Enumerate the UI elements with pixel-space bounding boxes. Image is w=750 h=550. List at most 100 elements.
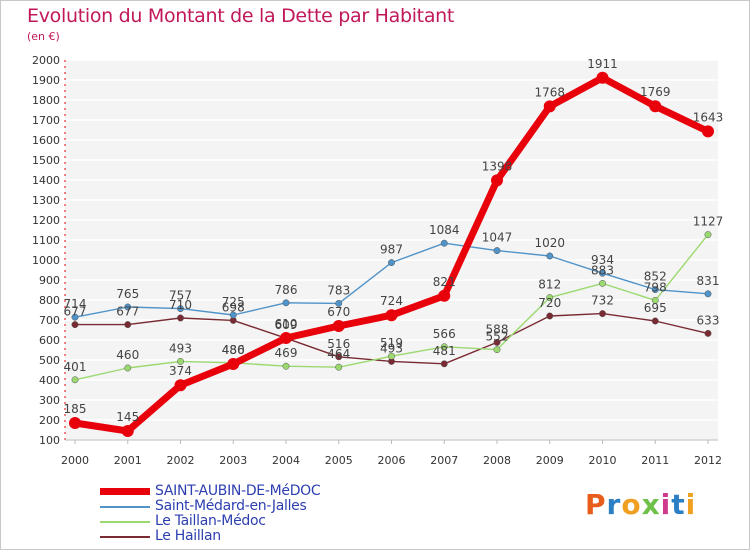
data-point-saint-aubin — [332, 320, 345, 332]
x-tick-label: 2001 — [114, 454, 142, 467]
y-tick-label: 1600 — [32, 134, 60, 147]
data-label-saint-medard: 783 — [327, 283, 350, 297]
data-label-le-taillan: 469 — [275, 346, 298, 360]
data-point-saint-aubin — [596, 71, 609, 84]
data-label-le-taillan: 883 — [591, 263, 614, 277]
data-label-saint-medard: 852 — [644, 270, 667, 284]
y-tick-label: 1400 — [32, 174, 60, 187]
y-tick-label: 400 — [39, 374, 60, 387]
data-point-saint-medard — [177, 305, 184, 313]
y-tick-label: 1500 — [32, 154, 60, 167]
data-point-le-taillan — [71, 376, 79, 384]
data-label-le-taillan: 519 — [380, 336, 403, 350]
logo-letter: x — [641, 488, 661, 521]
x-tick-label: 2004 — [272, 454, 300, 467]
data-point-saint-aubin — [543, 100, 556, 113]
data-label-saint-aubin: 185 — [64, 402, 87, 416]
proxiti-logo: Proxiti — [585, 488, 696, 521]
data-point-saint-aubin — [69, 417, 81, 429]
data-label-saint-aubin: 1911 — [587, 57, 618, 71]
data-label-le-haillan: 633 — [697, 313, 720, 327]
data-point-saint-medard — [282, 299, 290, 307]
chart-legend: SAINT-AUBIN-DE-MéDOC Saint-Médard-en-Jal… — [100, 484, 400, 544]
data-label-saint-aubin: 821 — [433, 275, 456, 289]
data-point-saint-medard — [493, 247, 501, 255]
data-label-le-taillan: 552 — [486, 330, 509, 344]
y-tick-label: 200 — [39, 414, 60, 427]
y-tick-label: 1800 — [32, 94, 60, 107]
data-point-le-taillan — [704, 231, 712, 239]
data-label-saint-aubin: 480 — [222, 343, 245, 357]
data-label-le-taillan: 460 — [116, 348, 139, 362]
data-label-saint-medard: 786 — [275, 283, 298, 297]
data-label-le-haillan: 720 — [538, 296, 561, 310]
y-tick-label: 900 — [39, 274, 60, 287]
data-label-saint-aubin: 670 — [327, 305, 350, 319]
data-label-saint-aubin: 1398 — [482, 159, 513, 173]
data-label-le-haillan: 609 — [275, 318, 298, 332]
data-label-le-haillan: 695 — [644, 301, 667, 315]
y-tick-label: 1900 — [32, 74, 60, 87]
legend-label-saint-medard: Saint-Médard-en-Jalles — [155, 498, 307, 514]
x-tick-label: 2009 — [536, 454, 564, 467]
y-tick-label: 1700 — [32, 114, 60, 127]
y-tick-label: 700 — [39, 314, 60, 327]
data-label-le-haillan: 710 — [169, 298, 192, 312]
data-label-saint-medard: 1020 — [534, 236, 565, 250]
data-point-saint-aubin — [174, 379, 187, 392]
x-tick-label: 2000 — [61, 454, 89, 467]
y-tick-label: 1100 — [32, 234, 60, 247]
chart-subtitle: (en €) — [27, 30, 60, 43]
data-point-saint-aubin — [649, 100, 662, 113]
y-tick-label: 600 — [39, 334, 60, 347]
x-tick-label: 2011 — [641, 454, 669, 467]
legend-swatch-saint-aubin — [100, 488, 150, 495]
data-label-saint-aubin: 1768 — [534, 85, 565, 99]
plot-area — [65, 60, 718, 440]
data-point-le-haillan — [493, 338, 501, 346]
data-point-le-haillan — [704, 329, 712, 337]
data-point-le-taillan — [493, 346, 501, 354]
y-tick-label: 300 — [39, 394, 60, 407]
data-label-saint-medard: 757 — [169, 289, 192, 303]
data-point-saint-medard — [599, 269, 606, 277]
data-label-le-taillan: 486 — [222, 343, 245, 357]
data-point-le-taillan — [335, 363, 343, 371]
data-point-le-haillan — [124, 321, 132, 329]
y-tick-label: 800 — [39, 294, 60, 307]
data-label-le-haillan: 481 — [433, 344, 456, 358]
data-label-saint-aubin: 1643 — [693, 110, 724, 124]
data-label-saint-aubin: 1769 — [640, 85, 671, 99]
data-point-le-taillan — [599, 279, 606, 287]
y-tick-label: 100 — [39, 434, 60, 447]
data-label-saint-aubin: 610 — [275, 317, 298, 331]
data-label-le-haillan: 677 — [116, 305, 139, 319]
data-label-saint-medard: 831 — [697, 274, 720, 288]
legend-label-le-haillan: Le Haillan — [155, 528, 221, 544]
data-point-saint-medard — [546, 252, 554, 260]
data-point-le-taillan — [388, 352, 395, 360]
data-label-saint-medard: 987 — [380, 243, 403, 257]
data-point-le-haillan — [440, 360, 448, 368]
logo-letter: P — [585, 488, 607, 521]
data-label-le-taillan: 566 — [433, 327, 456, 341]
data-label-saint-aubin: 145 — [116, 410, 139, 424]
legend-label-saint-aubin: SAINT-AUBIN-DE-MéDOC — [155, 483, 321, 499]
y-tick-label: 1000 — [32, 254, 60, 267]
data-point-saint-aubin — [121, 425, 134, 437]
legend-swatch-saint-medard — [100, 506, 150, 508]
legend-swatch-le-taillan — [100, 521, 150, 523]
data-point-saint-aubin — [702, 125, 714, 138]
data-point-le-haillan — [335, 353, 343, 361]
data-label-le-haillan: 732 — [591, 294, 614, 308]
data-label-le-taillan: 1127 — [693, 215, 724, 229]
data-point-le-taillan — [440, 343, 448, 351]
data-point-le-haillan — [71, 321, 79, 329]
data-label-le-taillan: 812 — [538, 278, 561, 292]
data-point-le-taillan — [651, 296, 659, 304]
data-point-saint-aubin — [491, 174, 503, 187]
x-tick-label: 2007 — [430, 454, 458, 467]
data-point-le-haillan — [546, 312, 554, 320]
logo-letter: t — [671, 488, 686, 521]
logo-letter: o — [621, 488, 642, 521]
